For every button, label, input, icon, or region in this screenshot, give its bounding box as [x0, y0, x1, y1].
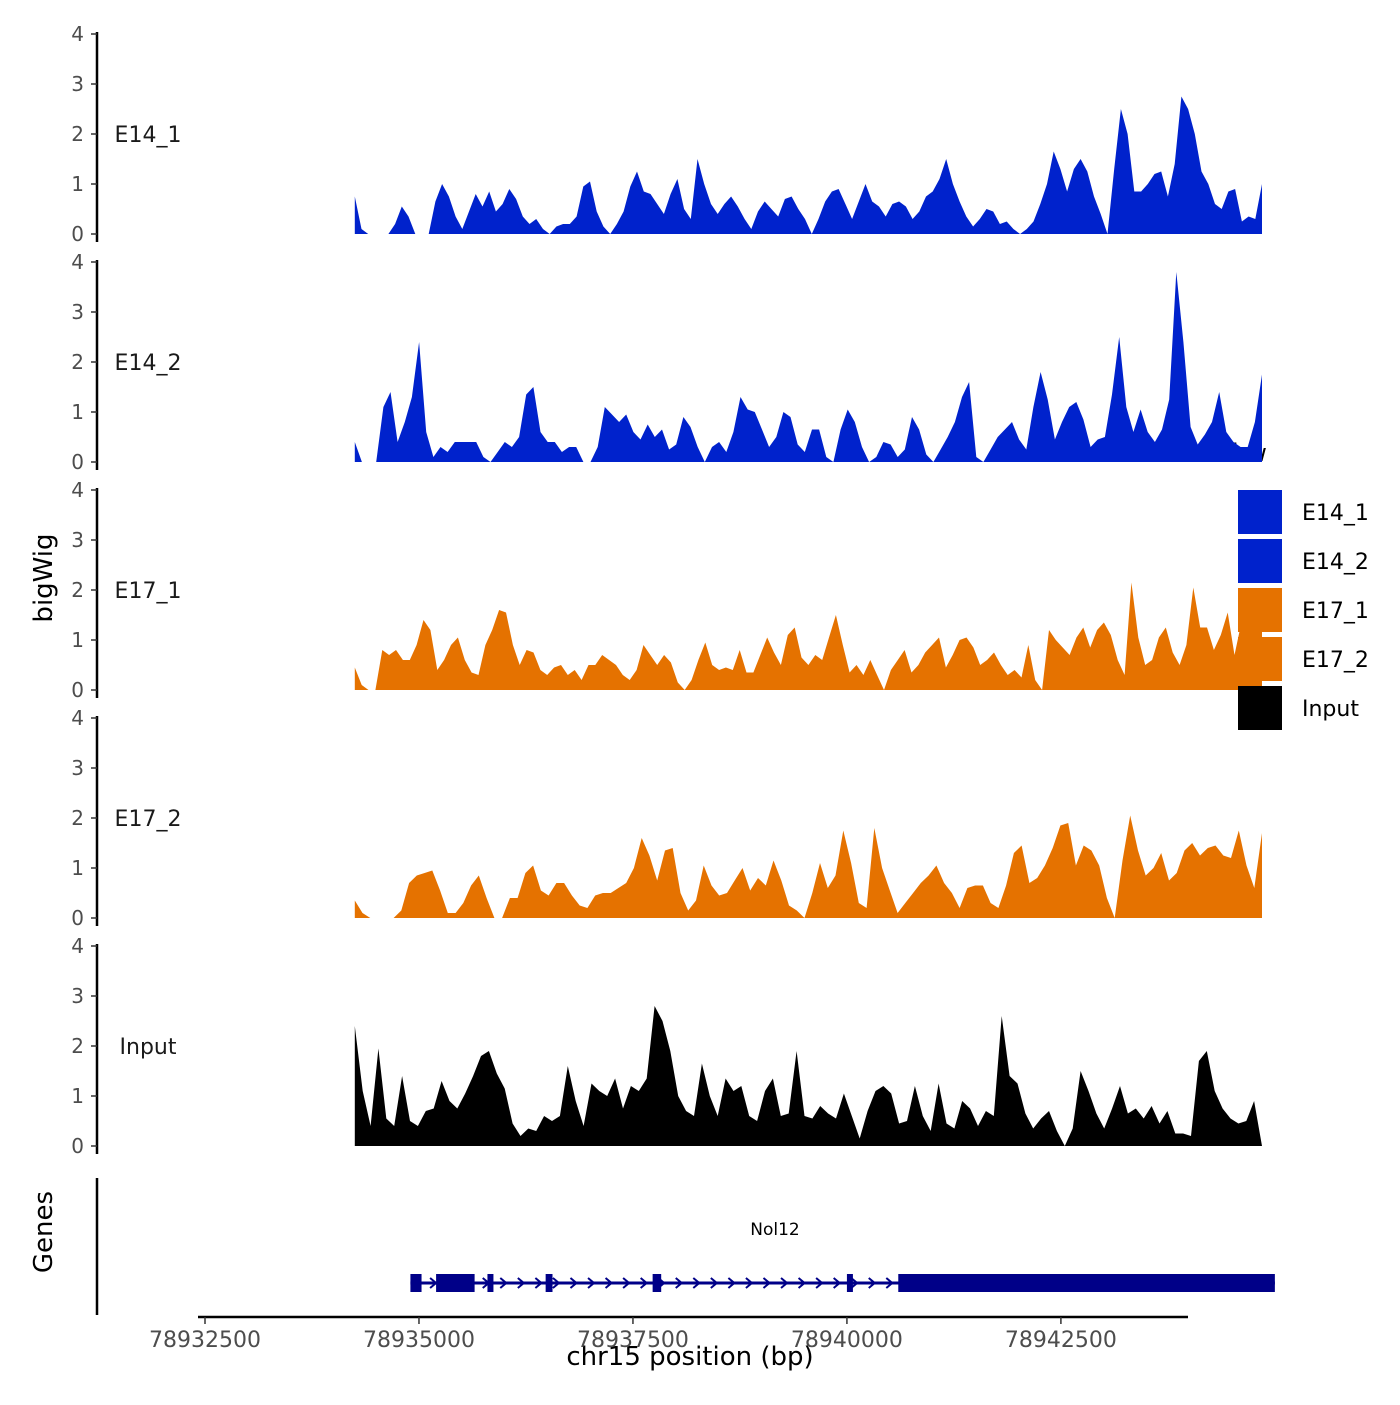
track-label: Input [120, 1035, 177, 1060]
strand-arrow [569, 1277, 579, 1289]
y-tick-label: 1 [71, 400, 84, 424]
track-E14_2: 0 1 2 3 4 E14_2 [71, 250, 1262, 474]
x-axis-title: chr15 position (bp) [566, 1342, 813, 1372]
gene-exon [846, 1274, 853, 1292]
y-axis-title: bigWig [29, 533, 59, 622]
gene-exon [410, 1274, 422, 1292]
strand-arrow [587, 1277, 596, 1289]
legend-swatch-E17_2 [1238, 637, 1282, 681]
strand-arrow [885, 1277, 894, 1289]
x-tick-label: 78937500 [577, 1328, 689, 1353]
strand-arrow [868, 1277, 877, 1289]
x-axis: 78932500 78935000 78937500 78940000 78942500 [149, 1315, 1188, 1353]
track-label: E17_1 [115, 579, 182, 604]
y-tick-label: 4 [71, 934, 84, 958]
strand-arrow [604, 1277, 614, 1289]
y-tick-label: 0 [71, 222, 84, 246]
strand-arrow [745, 1277, 754, 1289]
legend-label: Input [1302, 697, 1359, 722]
signal-area-Input [354, 1006, 1262, 1146]
legend-swatch-E14_2 [1238, 539, 1282, 583]
y-tick-label: 1 [71, 856, 84, 880]
gene-exon [487, 1274, 494, 1292]
y-tick-label: 1 [71, 172, 84, 196]
strand-arrow [640, 1277, 649, 1289]
genes-track-title: Genes [29, 1191, 59, 1273]
strand-arrow [552, 1277, 561, 1289]
legend-label: E14_1 [1302, 501, 1369, 526]
x-tick-label: 78935000 [363, 1328, 475, 1353]
y-tick-label: 0 [71, 1134, 84, 1158]
x-tick-label: 78942500 [1005, 1328, 1117, 1353]
strand-arrow [833, 1277, 842, 1289]
y-tick-label: 4 [71, 478, 84, 502]
track-E14_1: 0 1 2 3 4 E14_1 [71, 22, 1262, 246]
y-tick-label: 2 [71, 806, 84, 830]
signal-tracks: 0 1 2 3 4 E14_1 0 1 2 3 4 E14_2 0 1 2 3 4 E17_1 0 1 2 3 4 E17_2… [71, 22, 1262, 1158]
track-E17_2: 0 1 2 3 4 E17_2 [71, 706, 1262, 930]
y-tick-label: 1 [71, 1084, 84, 1108]
legend-label: E14_2 [1302, 550, 1369, 575]
y-tick-label: 2 [71, 122, 84, 146]
signal-area-E17_2 [354, 815, 1262, 918]
gene-name-label: Nol12 [750, 1220, 799, 1240]
gene-exon [652, 1274, 662, 1292]
strand-arrow [710, 1277, 719, 1289]
y-tick-label: 4 [71, 22, 84, 46]
strand-arrow [762, 1277, 772, 1289]
track-label: E14_1 [115, 123, 182, 148]
y-tick-label: 4 [71, 250, 84, 274]
signal-area-E14_1 [354, 96, 1262, 234]
y-tick-label: 2 [71, 350, 84, 374]
legend-swatch-E17_1 [1238, 588, 1282, 632]
strand-arrow [797, 1277, 807, 1289]
track-E17_1: 0 1 2 3 4 E17_1 [71, 478, 1262, 702]
y-tick-label: 0 [71, 906, 84, 930]
legend-label: E17_2 [1302, 648, 1369, 673]
y-tick-label: 3 [71, 300, 84, 324]
strand-arrow [517, 1277, 526, 1289]
strand-arrow [727, 1277, 736, 1289]
gene-exon [545, 1274, 553, 1292]
legend: E14_1 E14_2 E17_1 E17_2 Input [1238, 490, 1369, 730]
track-label: E14_2 [115, 351, 182, 376]
legend-swatch-Input [1238, 686, 1282, 730]
strand-arrow [850, 1277, 859, 1289]
track-label: E17_2 [115, 807, 182, 832]
genes-track [95, 1178, 1275, 1315]
strand-arrow [499, 1277, 508, 1289]
track-Input: 0 1 2 3 4 Input [71, 934, 1262, 1158]
y-tick-label: 0 [71, 450, 84, 474]
y-tick-label: 1 [71, 628, 84, 652]
gene-exon [436, 1274, 475, 1292]
strand-arrow [534, 1277, 543, 1289]
y-tick-label: 3 [71, 528, 84, 552]
x-tick-label: 78940000 [791, 1328, 903, 1353]
legend-swatch-E14_1 [1238, 490, 1282, 534]
strand-arrow [692, 1277, 701, 1289]
y-tick-label: 3 [71, 984, 84, 1008]
y-tick-label: 3 [71, 756, 84, 780]
strand-arrow [780, 1277, 789, 1289]
signal-area-E17_1 [354, 582, 1262, 690]
x-tick-label: 78932500 [149, 1328, 261, 1353]
y-tick-label: 0 [71, 678, 84, 702]
legend-label: E17_1 [1302, 599, 1369, 624]
y-tick-label: 2 [71, 578, 84, 602]
y-tick-label: 3 [71, 72, 84, 96]
y-tick-label: 4 [71, 706, 84, 730]
y-tick-label: 2 [71, 1034, 84, 1058]
strand-arrow [675, 1277, 684, 1289]
signal-area-E14_2 [354, 272, 1262, 462]
strand-arrow [622, 1277, 631, 1289]
strand-arrow [815, 1277, 824, 1289]
gene-exon [898, 1274, 1275, 1292]
